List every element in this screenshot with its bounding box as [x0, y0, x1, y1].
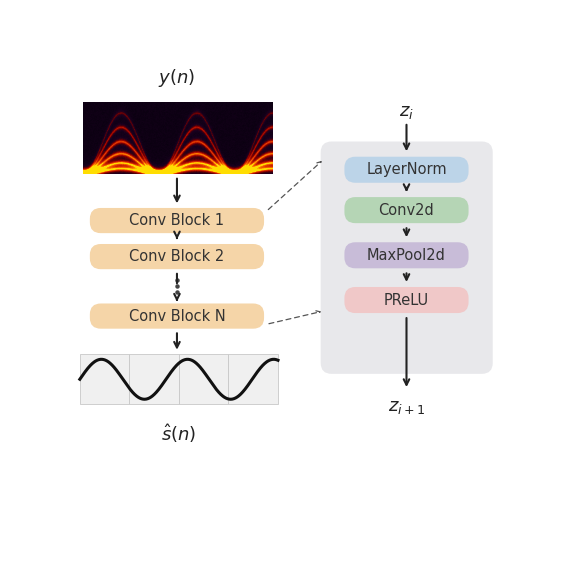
FancyBboxPatch shape [345, 287, 469, 313]
Text: Conv2d: Conv2d [379, 202, 434, 218]
FancyBboxPatch shape [345, 197, 469, 223]
FancyBboxPatch shape [90, 303, 264, 329]
Text: $z_i$: $z_i$ [399, 103, 414, 121]
Text: $\mathit{y}$$\mathit{(n)}$: $\mathit{y}$$\mathit{(n)}$ [158, 67, 196, 89]
Text: Conv Block 2: Conv Block 2 [129, 249, 225, 264]
Text: MaxPool2d: MaxPool2d [367, 248, 446, 263]
FancyBboxPatch shape [90, 208, 264, 233]
Text: $z_{i+1}$: $z_{i+1}$ [388, 398, 425, 416]
FancyBboxPatch shape [321, 142, 493, 374]
FancyBboxPatch shape [229, 354, 278, 404]
FancyBboxPatch shape [80, 354, 129, 404]
Text: PReLU: PReLU [384, 293, 429, 307]
Text: $\hat{s}(n)$: $\hat{s}(n)$ [161, 422, 197, 445]
FancyBboxPatch shape [179, 354, 229, 404]
FancyBboxPatch shape [129, 354, 179, 404]
FancyBboxPatch shape [90, 244, 264, 269]
Text: Conv Block N: Conv Block N [129, 309, 225, 324]
Text: LayerNorm: LayerNorm [366, 162, 447, 177]
Text: Conv Block 1: Conv Block 1 [129, 213, 225, 228]
FancyBboxPatch shape [345, 243, 469, 268]
FancyBboxPatch shape [345, 157, 469, 183]
